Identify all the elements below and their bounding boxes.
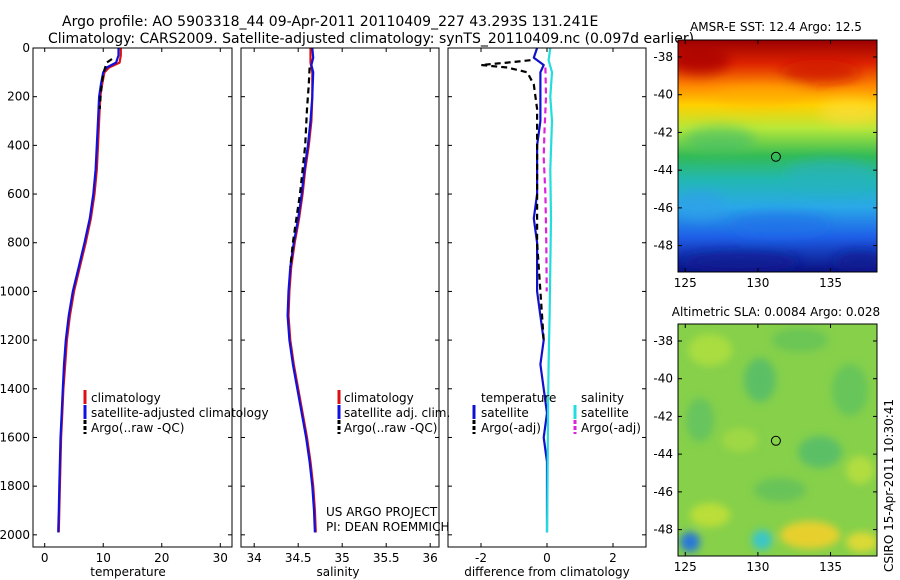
salinity-panel: 34 34.5 35 35.5 36 salinity climatology sate… [240, 47, 450, 579]
difference-x-label: difference from climatology [464, 565, 630, 579]
x-tick-label: 35 [335, 551, 350, 565]
sla-map-frame [677, 323, 878, 557]
y-tick-label: 1200 [0, 333, 30, 347]
x-tick-label: 34.5 [285, 551, 312, 565]
y-tick-label: 2000 [0, 528, 30, 542]
map-x-tick-label: 130 [746, 560, 769, 574]
pi-credit: PI: DEAN ROEMMICH [326, 520, 449, 534]
map-x-tick-label: 125 [674, 560, 697, 574]
salinity-legend: climatology satellite adj. clim. Argo(..… [337, 390, 450, 435]
difference-legend: temperature satellite Argo(-adj) salinit… [472, 391, 641, 435]
x-tick-label: 2 [609, 551, 617, 565]
x-tick-label: 0 [41, 551, 49, 565]
series-line-argo-raw-qc- [98, 58, 113, 109]
legend-label-satellite: satellite adj. clim. [344, 406, 450, 420]
sla-field [678, 324, 877, 556]
y-tick-label: 200 [7, 90, 30, 104]
sst-argo-location-marker [770, 151, 781, 162]
map-x-tick-label: 130 [746, 276, 769, 290]
y-tick-label: 1400 [0, 382, 30, 396]
y-tick-label: 600 [7, 187, 30, 201]
map-y-tick-label: -44 [653, 163, 673, 177]
sst-map-title: AMSR-E SST: 12.4 Argo: 12.5 [690, 20, 862, 34]
x-tick-label: 34 [247, 551, 262, 565]
map-y-tick-label: -40 [653, 372, 673, 386]
map-x-tick-label: 135 [819, 560, 842, 574]
y-tick-label: 800 [7, 236, 30, 250]
difference-panel: -2 0 2 difference from climatology tempera… [447, 47, 647, 579]
salinity-x-label: salinity [316, 565, 359, 579]
map-y-tick-label: -48 [653, 523, 673, 537]
series-line-salinity-argo-adj- [542, 67, 548, 292]
map-y-tick-label: -44 [653, 447, 673, 461]
legend-label-argo: Argo(..raw -QC) [91, 421, 184, 435]
y-tick-label: 1600 [0, 430, 30, 444]
legend-label-sal-argo: Argo(-adj) [581, 421, 641, 435]
map-y-tick-label: -46 [653, 201, 673, 215]
y-tick-label: 400 [7, 138, 30, 152]
temperature-panel: 0 10 20 30 0 200 400 600 800 1000 1200 1400 1600 1800… [0, 41, 269, 579]
map-y-tick-label: -42 [653, 409, 673, 423]
x-tick-label: 20 [154, 551, 169, 565]
legend-title-salinity: salinity [581, 391, 624, 405]
series-line-climatology [57, 48, 122, 533]
salinity-axes-frame [240, 47, 440, 548]
series-line-satellite-adjusted-climatology [57, 48, 120, 533]
sst-map-panel: AMSR-E SST: 12.4 Argo: 12.5 125 130 135 -38… [653, 20, 878, 290]
sst-field [678, 40, 877, 272]
y-tick-label: 1000 [0, 284, 30, 298]
legend-label-climatology: climatology [91, 391, 161, 405]
temperature-legend: climatology satellite-adjusted climatolo… [83, 390, 269, 435]
map-y-tick-label: -38 [653, 334, 673, 348]
map-y-tick-label: -40 [653, 88, 673, 102]
map-x-tick-label: 135 [819, 276, 842, 290]
y-tick-label: 0 [22, 41, 30, 55]
temperature-x-label: temperature [90, 565, 165, 579]
sla-argo-location-marker [770, 435, 781, 446]
series-line-argo-raw-qc- [289, 67, 311, 268]
csiro-stamp: CSIRO 15-Apr-2011 10:30:41 [882, 399, 896, 572]
legend-label-argo: Argo(..raw -QC) [344, 421, 437, 435]
figure-title-line1: Argo profile: AO 5903318_44 09-Apr-2011 … [62, 14, 598, 30]
x-tick-label: -2 [475, 551, 487, 565]
map-y-tick-label: -48 [653, 239, 673, 253]
sla-map-title: Altimetric SLA: 0.0084 Argo: 0.028 [672, 305, 880, 319]
series-line-salinity-satellite [545, 48, 554, 533]
legend-label-temp-argo: Argo(-adj) [481, 421, 541, 435]
x-tick-label: 35.5 [373, 551, 400, 565]
map-y-tick-label: -46 [653, 485, 673, 499]
x-tick-label: 30 [213, 551, 228, 565]
series-line-temperature-argo-adj- [479, 59, 545, 341]
legend-label-climatology: climatology [344, 391, 414, 405]
legend-label-sal-satellite: satellite [581, 406, 629, 420]
series-line-temperature-satellite [532, 48, 549, 533]
legend-title-temperature: temperature [481, 391, 556, 405]
x-tick-label: 36 [423, 551, 438, 565]
x-tick-label: 10 [96, 551, 111, 565]
series-line-climatology [287, 48, 317, 533]
x-tick-label: 0 [543, 551, 551, 565]
map-y-tick-label: -38 [653, 50, 673, 64]
sst-map-frame [677, 39, 878, 273]
map-y-tick-label: -42 [653, 125, 673, 139]
y-tick-label: 1800 [0, 479, 30, 493]
sla-map-panel: Altimetric SLA: 0.0084 Argo: 0.028 [653, 305, 880, 574]
temperature-axes-frame [32, 47, 233, 548]
legend-label-satellite: satellite-adjusted climatology [91, 406, 269, 420]
map-x-tick-label: 125 [674, 276, 697, 290]
project-credit: US ARGO PROJECT [326, 505, 438, 519]
legend-label-temp-satellite: satellite [481, 406, 529, 420]
figure-title-line2: Climatology: CARS2009. Satellite-adjuste… [48, 31, 694, 47]
